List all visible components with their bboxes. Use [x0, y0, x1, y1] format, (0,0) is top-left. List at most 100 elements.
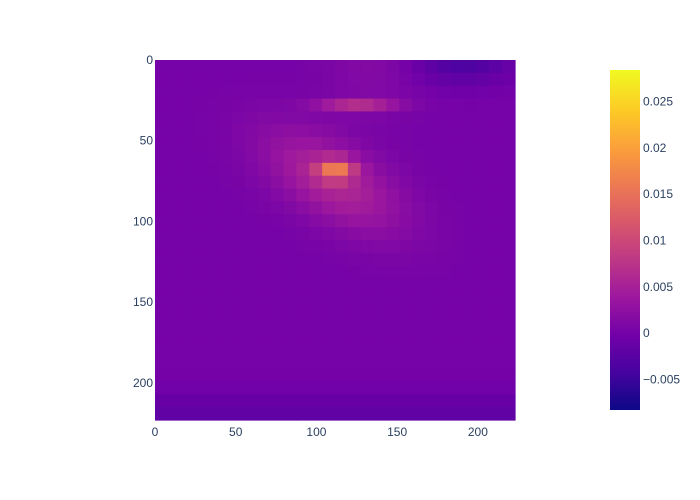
heatmap-cell	[335, 265, 349, 280]
heatmap-cell	[309, 85, 323, 100]
heatmap-cell	[206, 342, 220, 357]
heatmap-cell	[232, 394, 246, 408]
heatmap-cell	[373, 227, 388, 241]
heatmap-cell	[309, 72, 323, 87]
heatmap-cell	[373, 111, 388, 125]
heatmap-cell	[283, 368, 298, 383]
heatmap-cell	[257, 124, 272, 138]
heatmap-cell	[386, 381, 400, 395]
heatmap-cell	[232, 137, 246, 151]
heatmap-cell	[219, 278, 233, 293]
heatmap-cell	[257, 175, 272, 190]
heatmap-cell	[232, 278, 246, 293]
heatmap-cell	[502, 252, 516, 267]
heatmap-cell	[219, 317, 233, 331]
heatmap-cell	[463, 150, 478, 164]
heatmap-cell	[206, 175, 220, 190]
heatmap-cell	[296, 355, 310, 370]
heatmap-cell	[296, 98, 310, 113]
heatmap-cell	[412, 150, 426, 164]
heatmap-cell	[155, 150, 169, 164]
heatmap-cell	[476, 124, 490, 138]
heatmap-cell	[450, 150, 465, 164]
heatmap-cell	[206, 317, 220, 331]
heatmap-cell	[296, 252, 310, 267]
heatmap-cell	[450, 98, 465, 113]
heatmap-cell	[335, 330, 349, 344]
heatmap-cell	[155, 162, 169, 177]
heatmap-cell	[155, 407, 169, 421]
heatmap-cell	[322, 252, 336, 267]
heatmap-cell	[412, 227, 426, 241]
heatmap-cell	[502, 278, 516, 293]
heatmap-cell	[283, 240, 298, 254]
heatmap-cell	[347, 330, 362, 344]
heatmap-cell	[193, 355, 208, 370]
heatmap-cell	[412, 278, 426, 293]
heatmap-cell	[219, 291, 233, 305]
heatmap-cell	[335, 214, 349, 228]
heatmap-cell	[245, 304, 259, 318]
heatmap-cell	[219, 98, 233, 113]
heatmap-cell	[399, 201, 413, 215]
heatmap-cell	[373, 355, 388, 370]
heatmap-cell	[437, 214, 452, 228]
heatmap-cell	[322, 304, 336, 318]
heatmap-cell	[155, 368, 169, 383]
heatmap-cell	[322, 381, 336, 395]
heatmap-cell	[155, 330, 169, 344]
heatmap-cell	[489, 355, 503, 370]
heatmap-cell	[309, 162, 323, 177]
heatmap-cell	[425, 98, 439, 113]
heatmap-cell	[425, 407, 439, 421]
heatmap-cell	[206, 124, 220, 138]
colorbar-bar	[610, 70, 640, 410]
heatmap-cell	[257, 304, 272, 318]
heatmap-cell	[180, 175, 195, 190]
heatmap-cell	[347, 278, 362, 293]
heatmap-cell	[412, 291, 426, 305]
heatmap-cell	[412, 98, 426, 113]
heatmap-cell	[412, 368, 426, 383]
heatmap-cell	[489, 111, 503, 125]
heatmap-cell	[463, 175, 478, 190]
heatmap-cell	[309, 124, 323, 138]
heatmap-cell	[296, 330, 310, 344]
heatmap-cell	[450, 407, 465, 421]
heatmap-cell	[155, 85, 169, 100]
heatmap-cell	[283, 317, 298, 331]
heatmap-cell	[155, 304, 169, 318]
heatmap-cell	[232, 291, 246, 305]
heatmap-cell	[425, 188, 439, 203]
heatmap-cell	[347, 150, 362, 164]
heatmap-cell	[502, 394, 516, 408]
heatmap-cell	[476, 265, 490, 280]
heatmap-cell	[476, 98, 490, 113]
heatmap-cell	[412, 407, 426, 421]
heatmap-cell	[437, 368, 452, 383]
heatmap-cell	[232, 317, 246, 331]
heatmap-cell	[309, 407, 323, 421]
heatmap-cell	[180, 278, 195, 293]
heatmap-cell	[257, 150, 272, 164]
heatmap-cell	[476, 355, 490, 370]
heatmap-cell	[386, 85, 400, 100]
heatmap-cell	[167, 124, 182, 138]
heatmap-cell	[399, 407, 413, 421]
heatmap-cell	[399, 175, 413, 190]
heatmap-cell	[219, 188, 233, 203]
heatmap-cell	[386, 342, 400, 357]
y-axis: 0 50 100 150 200	[133, 53, 153, 390]
heatmap-cell	[155, 60, 169, 74]
heatmap-cell	[270, 137, 285, 151]
heatmap-cell	[322, 124, 336, 138]
heatmap-cell	[232, 85, 246, 100]
heatmap-cell	[437, 407, 452, 421]
heatmap-cell	[193, 60, 208, 74]
heatmap-cell	[219, 85, 233, 100]
heatmap-cell	[386, 265, 400, 280]
heatmap-cell	[245, 330, 259, 344]
heatmap-cell	[386, 252, 400, 267]
heatmap-cell	[399, 355, 413, 370]
heatmap-cell	[476, 214, 490, 228]
